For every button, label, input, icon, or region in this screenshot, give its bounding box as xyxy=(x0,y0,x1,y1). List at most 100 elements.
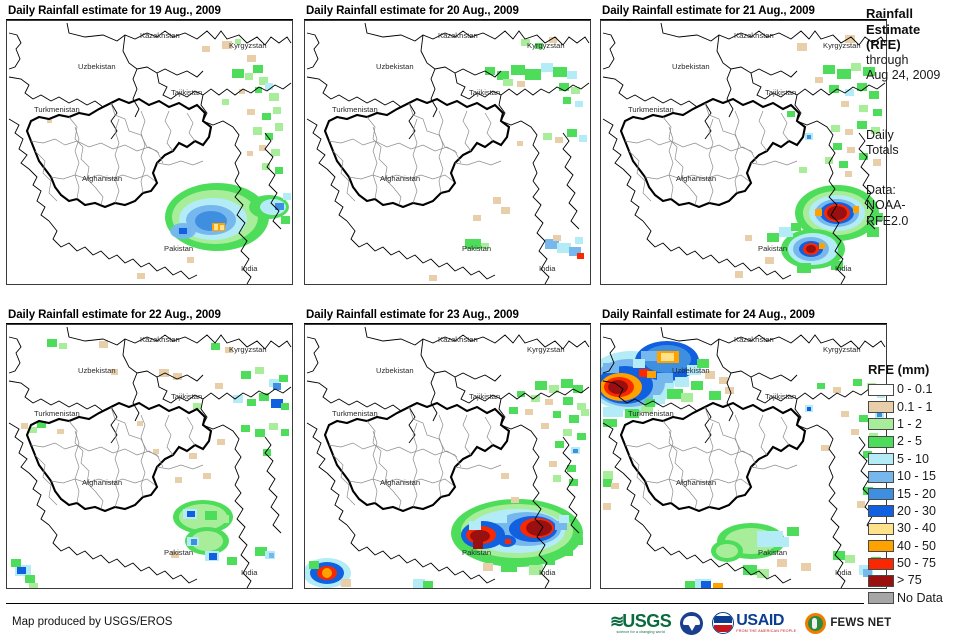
usaid-tagline: FROM THE AMERICAN PEOPLE xyxy=(736,628,797,633)
afghanistan-boundary xyxy=(619,97,807,209)
label-tajikistan: Tajikistan xyxy=(469,392,500,401)
footer-divider xyxy=(6,603,864,604)
legend-item-8[interactable]: 30 - 40 xyxy=(868,520,975,537)
map-credit: Map produced by USGS/EROS xyxy=(12,616,173,628)
legend-item-5[interactable]: 10 - 15 xyxy=(868,468,975,485)
map-canvas[interactable]: Kazakhstan Kyrgyzstan Uzbekistan Tajikis… xyxy=(7,325,292,588)
map-panel-1[interactable]: Daily Rainfall estimate for 19 Aug., 200… xyxy=(6,4,293,286)
usaid-wordmark: USAID xyxy=(736,611,785,629)
usgs-logo[interactable]: ≋ USGS science for a changing world xyxy=(610,610,672,636)
afghanistan-provinces xyxy=(30,102,204,206)
map-frame[interactable]: Kazakhstan Kyrgyzstan Uzbekistan Tajikis… xyxy=(600,324,887,589)
legend-item-7[interactable]: 20 - 30 xyxy=(868,503,975,520)
map-frame[interactable]: Kazakhstan Kyrgyzstan Uzbekistan Tajikis… xyxy=(6,20,293,285)
label-kyrgyzstan: Kyrgyzstan xyxy=(527,41,565,50)
legend-swatch-icon xyxy=(868,505,894,518)
usgs-wordmark: USGS xyxy=(622,610,672,631)
map-panel-3[interactable]: Daily Rainfall estimate for 21 Aug., 200… xyxy=(600,4,887,286)
label-turkmenistan: Turkmenistan xyxy=(628,105,674,114)
label-india: India xyxy=(539,264,556,273)
label-kazakhstan: Kazakhstan xyxy=(734,335,774,344)
panel-title: Daily Rainfall estimate for 24 Aug., 200… xyxy=(600,308,887,324)
legend-item-2[interactable]: 1 - 2 xyxy=(868,416,975,433)
label-kazakhstan: Kazakhstan xyxy=(734,31,774,40)
legend-item-12[interactable]: No Data xyxy=(868,590,975,607)
legend-swatch-icon xyxy=(868,470,894,483)
rainfall-raster-p2 xyxy=(429,37,587,281)
legend-label: 20 - 30 xyxy=(897,503,936,518)
map-panel-6[interactable]: Daily Rainfall estimate for 24 Aug., 200… xyxy=(600,308,887,590)
data-source-line3: RFE2.0 xyxy=(866,213,909,228)
panel-title: Daily Rainfall estimate for 23 Aug., 200… xyxy=(304,308,591,324)
label-turkmenistan: Turkmenistan xyxy=(34,105,80,114)
legend-label: 1 - 2 xyxy=(897,416,923,431)
totals-line1: Daily xyxy=(866,127,894,142)
legend-item-3[interactable]: 2 - 5 xyxy=(868,433,975,450)
label-pakistan: Pakistan xyxy=(462,548,491,557)
rainfall-map-svg: Kazakhstan Kyrgyzstan Uzbekistan Tajikis… xyxy=(602,22,886,284)
afghanistan-boundary xyxy=(323,401,511,513)
label-turkmenistan: Turkmenistan xyxy=(34,409,80,418)
map-panel-4[interactable]: Daily Rainfall estimate for 22 Aug., 200… xyxy=(6,308,293,590)
rainfall-map-svg: Kazakhstan Kyrgyzstan Uzbekistan Tajikis… xyxy=(305,326,590,588)
legend-label: 30 - 40 xyxy=(897,521,936,536)
label-india: India xyxy=(241,264,258,273)
noaa-logo[interactable] xyxy=(680,610,704,636)
usaid-logo[interactable]: USAID FROM THE AMERICAN PEOPLE xyxy=(712,610,796,636)
logo-strip: ≋ USGS science for a changing world USAI… xyxy=(610,610,891,636)
label-uzbekistan: Uzbekistan xyxy=(672,62,710,71)
info-panel: Rainfall Estimate (RFE) through Aug 24, … xyxy=(866,0,975,642)
label-turkmenistan: Turkmenistan xyxy=(332,409,378,418)
fewsnet-logo[interactable]: FEWS NET xyxy=(805,610,891,636)
legend-item-10[interactable]: 50 - 75 xyxy=(868,555,975,572)
panel-title: Daily Rainfall estimate for 19 Aug., 200… xyxy=(6,4,293,20)
map-canvas[interactable]: Kazakhstan Kyrgyzstan Uzbekistan Tajikis… xyxy=(305,21,590,284)
afghanistan-provinces xyxy=(328,406,502,510)
legend-item-6[interactable]: 15 - 20 xyxy=(868,485,975,502)
label-afghanistan: Afghanistan xyxy=(380,174,420,183)
label-kazakhstan: Kazakhstan xyxy=(438,335,478,344)
map-frame[interactable]: Kazakhstan Kyrgyzstan Uzbekistan Tajikis… xyxy=(6,324,293,589)
label-kazakhstan: Kazakhstan xyxy=(140,31,180,40)
map-frame[interactable]: Kazakhstan Kyrgyzstan Uzbekistan Tajikis… xyxy=(600,20,887,285)
legend-item-4[interactable]: 5 - 10 xyxy=(868,451,975,468)
map-panel-2[interactable]: Daily Rainfall estimate for 20 Aug., 200… xyxy=(304,4,591,286)
label-pakistan: Pakistan xyxy=(758,244,787,253)
map-canvas[interactable]: Kazakhstan Kyrgyzstan Uzbekistan Tajikis… xyxy=(7,21,292,284)
map-canvas[interactable]: Kazakhstan Kyrgyzstan Uzbekistan Tajikis… xyxy=(601,21,886,284)
afghanistan-provinces xyxy=(624,102,798,206)
legend-label: 40 - 50 xyxy=(897,538,936,553)
map-frame[interactable]: Kazakhstan Kyrgyzstan Uzbekistan Tajikis… xyxy=(304,20,591,285)
legend-item-9[interactable]: 40 - 50 xyxy=(868,538,975,555)
country-borders xyxy=(602,22,886,284)
totals-line2: Totals xyxy=(866,143,899,157)
map-canvas[interactable]: Kazakhstan Kyrgyzstan Uzbekistan Tajikis… xyxy=(305,325,590,588)
legend-label: > 75 xyxy=(897,573,922,588)
label-kyrgyzstan: Kyrgyzstan xyxy=(229,345,267,354)
afghanistan-boundary xyxy=(323,97,511,209)
legend-swatch-icon xyxy=(868,401,894,414)
rainfall-map-svg: Kazakhstan Kyrgyzstan Uzbekistan Tajikis… xyxy=(601,326,886,588)
usgs-wave-icon: ≋ xyxy=(610,611,624,631)
afghanistan-provinces xyxy=(30,406,204,510)
afghanistan-boundary xyxy=(25,401,213,513)
legend-label: 2 - 5 xyxy=(897,434,923,449)
map-canvas[interactable]: Kazakhstan Kyrgyzstan Uzbekistan Tajikis… xyxy=(601,325,886,588)
legend-item-0[interactable]: 0 - 0.1 xyxy=(868,381,975,398)
legend-label: 0 - 0.1 xyxy=(897,382,933,397)
rfe-title-line1: Rainfall xyxy=(866,6,913,21)
legend-label: 5 - 10 xyxy=(897,451,929,466)
legend-item-11[interactable]: > 75 xyxy=(868,572,975,589)
label-pakistan: Pakistan xyxy=(164,548,193,557)
label-kazakhstan: Kazakhstan xyxy=(438,31,478,40)
map-panel-5[interactable]: Daily Rainfall estimate for 23 Aug., 200… xyxy=(304,308,591,590)
country-labels: Kazakhstan Kyrgyzstan Uzbekistan Tajikis… xyxy=(34,335,267,577)
panel-title: Daily Rainfall estimate for 21 Aug., 200… xyxy=(600,4,887,20)
rainfall-map-svg: Kazakhstan Kyrgyzstan Uzbekistan Tajikis… xyxy=(8,326,292,588)
rainfall-map-svg: Kazakhstan Kyrgyzstan Uzbekistan Tajikis… xyxy=(8,22,292,284)
legend-item-1[interactable]: 0.1 - 1 xyxy=(868,398,975,415)
legend-label: 15 - 20 xyxy=(897,486,936,501)
map-frame[interactable]: Kazakhstan Kyrgyzstan Uzbekistan Tajikis… xyxy=(304,324,591,589)
afghanistan-provinces xyxy=(624,406,798,510)
